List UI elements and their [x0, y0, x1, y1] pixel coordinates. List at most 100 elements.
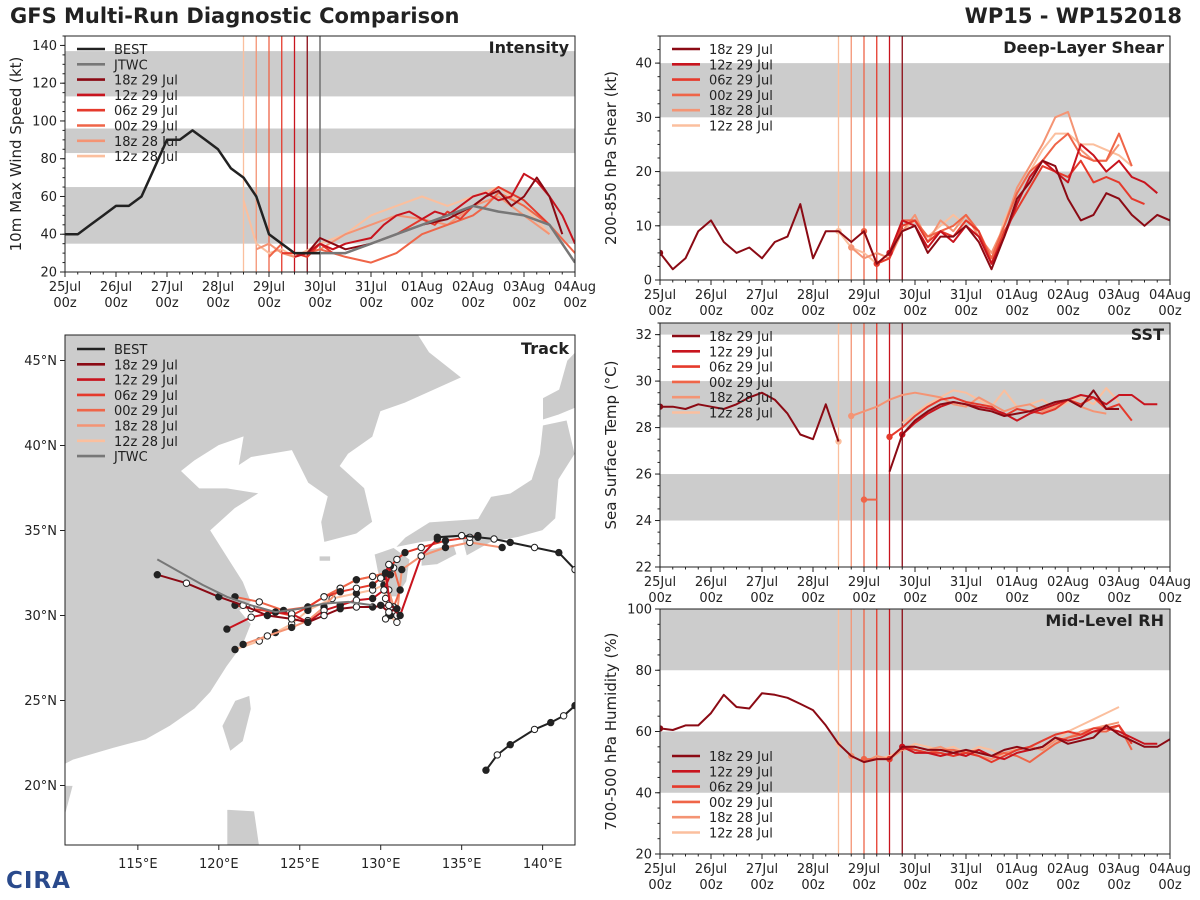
shear-xtick-label: 00z [648, 304, 672, 319]
intensity-legend-label: 00z 29 Jul [114, 120, 178, 135]
honshu-land [394, 419, 575, 557]
track-point [506, 538, 514, 547]
rh-xtick-label: 00z [903, 878, 927, 893]
sst-ylabel: Sea Surface Temp (°C) [602, 360, 620, 529]
intensity-xtick-label: 00z [206, 296, 230, 311]
intensity-xtick-label: 26Jul [100, 280, 132, 295]
rh-xtick-label: 26Jul [695, 862, 727, 877]
sst-legend-label: 00z 29 Jul [709, 376, 773, 391]
shear-init-marker [848, 244, 855, 251]
track-point [368, 594, 377, 603]
track-legend-label: 18z 29 Jul [114, 358, 178, 373]
rh-legend-label: 00z 29 Jul [709, 796, 773, 811]
sst-init-marker [660, 403, 664, 410]
mainland-land [65, 335, 463, 765]
track-legend-label: 12z 28 Jul [114, 435, 178, 450]
track-point [441, 543, 450, 552]
shear-xtick-label: 00z [903, 304, 927, 319]
track-point [352, 584, 361, 592]
rh-xtick-label: 00z [1005, 878, 1029, 893]
sst-series-line [901, 387, 1120, 424]
rh-xtick-label: 00z [1056, 878, 1080, 893]
track-point [490, 535, 498, 543]
track-ytick-label: 35°N [24, 524, 57, 539]
track-point [320, 611, 328, 620]
intensity-xtick-label: 00z [461, 296, 485, 311]
track-point [223, 625, 231, 633]
shear-xtick-label: 00z [1107, 304, 1131, 319]
track-ytick-label: 45°N [24, 354, 57, 369]
shear-series-line [863, 132, 1133, 265]
track-point [287, 623, 296, 632]
track-point [530, 725, 539, 734]
rh-band [660, 731, 1170, 793]
rh-plot-area [660, 609, 1170, 854]
rh-legend-label: 12z 28 Jul [709, 827, 773, 842]
sst-xtick-label: 25Jul [644, 575, 676, 590]
shear-xtick-label: 02Aug [1047, 288, 1089, 303]
intensity-ytick-label: 40 [40, 228, 57, 243]
rh-legend-label: 18z 28 Jul [709, 811, 773, 826]
track-point [441, 537, 450, 545]
shear-ylabel: 200-850 hPa Shear (kt) [602, 71, 620, 245]
track-point [396, 611, 404, 620]
track-point [239, 640, 247, 649]
intensity-xtick-label: 25Jul [49, 280, 81, 295]
intensity-ytick-label: 80 [40, 152, 57, 167]
shear-legend-label: 18z 28 Jul [709, 104, 773, 119]
sst-legend-label: 18z 29 Jul [709, 330, 773, 345]
intensity-xtick-label: 00z [512, 296, 536, 311]
shear-band [660, 171, 1170, 226]
jeju-land [318, 555, 331, 562]
rh-xtick-label: 25Jul [644, 862, 676, 877]
rh-ytick-label: 80 [635, 664, 652, 679]
intensity-ylabel: 10m Max Wind Speed (kt) [7, 57, 25, 252]
rh-xtick-label: 00z [1107, 878, 1131, 893]
shear-xtick-label: 00z [699, 304, 723, 319]
sst-xtick-label: 00z [852, 591, 876, 606]
track-point [506, 741, 514, 749]
track-map-area [65, 335, 575, 845]
intensity-legend-label: 18z 28 Jul [114, 135, 178, 150]
sst-series-line [888, 396, 1133, 438]
intensity-xtick-label: 00z [257, 296, 281, 311]
track-point [287, 615, 296, 623]
sst-legend-label: 12z 29 Jul [709, 345, 773, 360]
sst-xtick-label: 01Aug [996, 575, 1038, 590]
shear-xtick-label: 28Jul [797, 288, 829, 303]
intensity-xtick-label: 01Aug [401, 280, 443, 295]
shear-xtick-label: 00z [801, 304, 825, 319]
sst-xtick-label: 26Jul [695, 575, 727, 590]
track-point [352, 603, 361, 611]
intensity-series-line [307, 204, 575, 264]
track-point [352, 576, 361, 584]
intensity-xtick-label: 31Jul [355, 280, 387, 295]
intensity-ytick-label: 60 [40, 190, 57, 205]
sst-xtick-label: 00z [1158, 591, 1182, 606]
rh-ylabel: 700-500 hPa Humidity (%) [602, 632, 620, 830]
sst-plot-area [660, 323, 1170, 567]
track-point [381, 615, 390, 623]
sst-init-marker [860, 496, 868, 503]
track-point [393, 555, 401, 564]
track-point [263, 632, 272, 640]
sst-legend-label: 18z 28 Jul [709, 391, 773, 406]
shear-ytick-label: 20 [635, 165, 652, 180]
intensity-xtick-label: 00z [155, 296, 179, 311]
track-xtick-label: 125°E [280, 857, 320, 872]
intensity-title: Intensity [489, 38, 570, 57]
shear-band [660, 63, 1170, 118]
track-line [156, 558, 373, 614]
sst-ytick-label: 28 [635, 421, 652, 436]
track-legend-label: 00z 29 Jul [114, 404, 178, 419]
track-point [385, 601, 393, 609]
sst-ytick-label: 24 [635, 514, 652, 529]
track-point [493, 751, 501, 759]
intensity-xtick-label: 00z [563, 296, 587, 311]
rh-legend-label: 12z 29 Jul [709, 765, 773, 780]
luzon-land [226, 808, 260, 845]
intensity-legend-label: BEST [114, 43, 147, 58]
intensity-xtick-label: 04Aug [554, 280, 596, 295]
sst-ytick-label: 22 [635, 561, 652, 576]
